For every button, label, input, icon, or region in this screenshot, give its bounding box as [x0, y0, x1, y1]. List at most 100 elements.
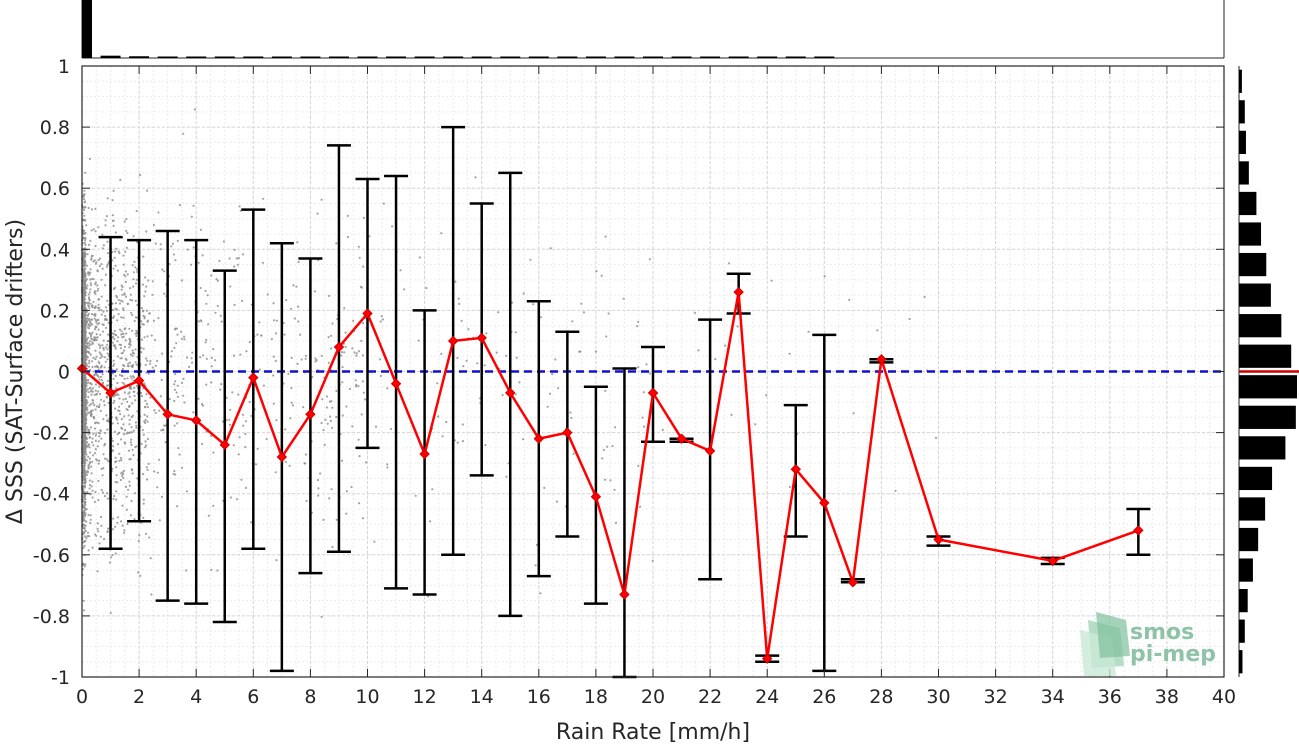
- scatter-point: [923, 295, 926, 299]
- logo-text-pimep: pi-mep: [1130, 642, 1216, 667]
- scatter-point: [93, 373, 96, 377]
- scatter-point: [88, 157, 91, 160]
- scatter-point: [87, 365, 91, 368]
- scatter-point: [82, 485, 85, 488]
- mean-point: [676, 433, 687, 444]
- scatter-point: [112, 189, 115, 192]
- scatter-point: [93, 259, 96, 262]
- scatter-point: [113, 256, 116, 259]
- scatter-point: [289, 417, 292, 420]
- scatter-point: [178, 453, 181, 456]
- scatter-point: [97, 360, 100, 363]
- right-hist-bar: [1239, 436, 1286, 460]
- scatter-point: [221, 420, 224, 423]
- scatter-point: [132, 429, 135, 432]
- smos-pimep-logo: smos pi-mep: [1080, 612, 1216, 676]
- scatter-point: [130, 311, 133, 314]
- scatter-point: [84, 529, 87, 533]
- scatter-point: [173, 383, 176, 386]
- scatter-point: [126, 302, 129, 306]
- scatter-point: [150, 593, 153, 596]
- scatter-point: [89, 278, 92, 281]
- scatter-point: [458, 302, 461, 305]
- scatter-point: [238, 436, 241, 439]
- scatter-point: [129, 514, 132, 517]
- mean-point: [761, 653, 773, 664]
- scatter-point: [314, 360, 317, 363]
- scatter-point: [83, 459, 86, 462]
- mean-point: [190, 415, 202, 426]
- scatter-point: [84, 354, 87, 357]
- scatter-point: [94, 244, 97, 248]
- scatter-point: [714, 358, 717, 361]
- scatter-point: [94, 262, 98, 265]
- mean-point: [647, 387, 659, 399]
- scatter-point: [92, 278, 95, 281]
- scatter-point: [82, 198, 86, 201]
- scatter-point: [94, 439, 97, 442]
- scatter-point: [96, 284, 99, 287]
- scatter-point: [87, 304, 90, 307]
- scatter-point: [94, 283, 97, 286]
- scatter-point: [137, 571, 140, 574]
- scatter-point: [128, 484, 131, 487]
- scatter-point: [607, 312, 610, 315]
- scatter-point: [97, 479, 100, 483]
- scatter-point: [326, 422, 329, 425]
- scatter-point: [127, 488, 130, 491]
- scatter-point: [174, 380, 177, 383]
- scatter-point: [101, 373, 104, 376]
- mean-point: [876, 354, 887, 365]
- scatter-point: [331, 406, 334, 409]
- scatter-point: [250, 521, 253, 524]
- scatter-point: [148, 312, 151, 315]
- scatter-point: [118, 405, 121, 408]
- scatter-point: [94, 434, 97, 437]
- scatter-point: [176, 395, 179, 398]
- scatter-point: [93, 317, 96, 320]
- x-tick-label: 18: [584, 686, 608, 708]
- scatter-point: [320, 198, 323, 201]
- scatter-point: [106, 340, 109, 343]
- scatter-point: [108, 561, 112, 564]
- scatter-point: [122, 254, 125, 257]
- scatter-point: [111, 528, 114, 531]
- scatter-point: [240, 478, 243, 481]
- scatter-point: [103, 366, 106, 369]
- scatter-point: [100, 309, 103, 312]
- scatter-point: [320, 354, 323, 357]
- right-hist-bar: [1239, 69, 1242, 93]
- scatter-point: [642, 425, 646, 428]
- mean-point: [390, 378, 402, 389]
- scatter-point: [386, 466, 389, 469]
- scatter-point: [331, 545, 334, 549]
- scatter-point: [101, 330, 105, 333]
- scatter-point: [613, 488, 616, 491]
- scatter-point: [765, 394, 768, 397]
- scatter-point: [89, 521, 92, 525]
- scatter-point: [105, 492, 109, 495]
- scatter-point: [639, 505, 642, 508]
- scatter-point: [133, 518, 136, 521]
- scatter-point: [90, 257, 93, 260]
- scatter-point: [289, 307, 293, 310]
- scatter-point: [175, 391, 178, 394]
- scatter-point: [107, 321, 110, 324]
- scatter-point: [164, 441, 167, 444]
- scatter-point: [104, 219, 107, 222]
- scatter-point: [146, 189, 149, 192]
- scatter-point: [142, 347, 145, 350]
- scatter-point: [87, 381, 90, 384]
- top-hist-bar: [414, 56, 435, 58]
- scatter-point: [135, 241, 138, 244]
- scatter-point: [123, 292, 126, 295]
- scatter-point: [325, 406, 328, 409]
- scatter-point: [363, 398, 367, 401]
- scatter-point: [360, 339, 363, 342]
- scatter-point: [84, 243, 87, 247]
- scatter-point: [135, 426, 138, 429]
- scatter-point: [96, 269, 99, 272]
- scatter-point: [218, 259, 221, 263]
- scatter-point: [105, 309, 108, 312]
- scatter-point: [237, 257, 240, 260]
